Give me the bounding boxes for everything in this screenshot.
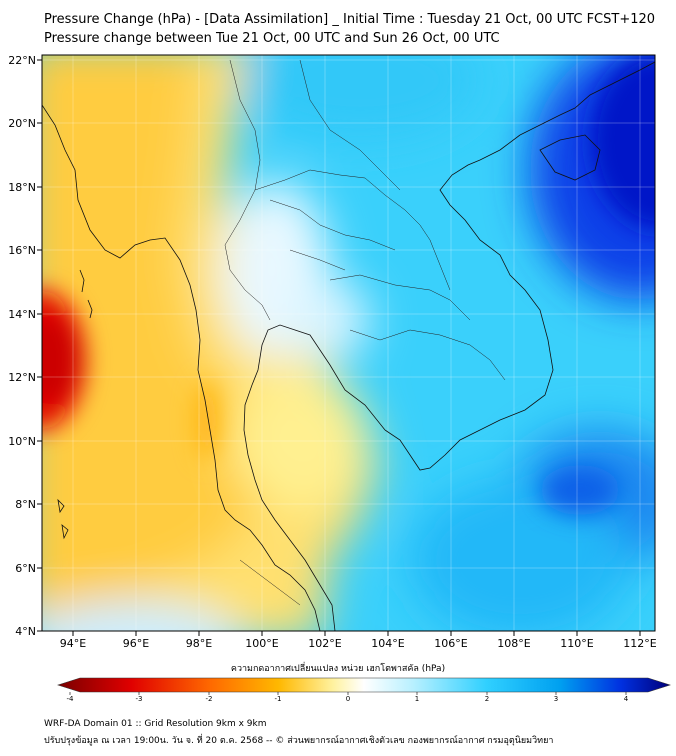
- y-tick-label: 6°N: [15, 562, 36, 575]
- x-tick-label: 108°E: [497, 637, 530, 650]
- y-axis-ticks: 22°N 20°N 18°N 16°N 14°N 12°N 10°N 8°N 6…: [8, 54, 42, 638]
- pressure-field: [42, 55, 655, 631]
- graticule: [42, 55, 655, 631]
- x-tick-label: 106°E: [434, 637, 467, 650]
- x-tick-label: 100°E: [245, 637, 278, 650]
- map-frame: [41, 54, 656, 632]
- y-tick-label: 20°N: [8, 117, 36, 130]
- colorbar-tick-label: -4: [67, 695, 75, 703]
- colorbar-tick-label: 2: [485, 695, 489, 703]
- colorbar-tick-label: 1: [415, 695, 419, 703]
- y-tick-label: 10°N: [8, 435, 36, 448]
- colorbar-tick-label: -3: [136, 695, 143, 703]
- x-tick-label: 112°E: [623, 637, 656, 650]
- coastlines: [42, 61, 655, 631]
- footer-credit: ปรับปรุงข้อมูล ณ เวลา 19:00น. วัน จ. ที่…: [44, 736, 554, 746]
- colorbar-tick-label: -1: [275, 695, 282, 703]
- y-tick-label: 8°N: [15, 498, 36, 511]
- x-tick-label: 96°E: [123, 637, 149, 650]
- y-tick-label: 18°N: [8, 181, 36, 194]
- colorbar-title: ความกดอากาศเปลี่ยนแปลง หน่วย เฮกโตพาสคัล…: [230, 664, 446, 674]
- x-tick-label: 102°E: [308, 637, 341, 650]
- map-title: Pressure Change (hPa) - [Data Assimilati…: [44, 12, 656, 27]
- map-subtitle: Pressure change between Tue 21 Oct, 00 U…: [44, 31, 500, 46]
- colorbar-tick-label: 3: [554, 695, 558, 703]
- colorbar-bar: [57, 677, 671, 693]
- footer-model-info: WRF-DA Domain 01 :: Grid Resolution 9km …: [44, 719, 267, 729]
- colorbar-ticks: -4 -3 -2 -1 0 1 2 3 4: [67, 692, 629, 703]
- x-tick-label: 110°E: [560, 637, 593, 650]
- y-tick-label: 22°N: [8, 54, 36, 67]
- colorbar: -4 -3 -2 -1 0 1 2 3 4: [57, 677, 671, 703]
- colorbar-tick-label: 4: [624, 695, 629, 703]
- x-tick-label: 104°E: [371, 637, 404, 650]
- country-borders: [224, 59, 506, 606]
- colorbar-tick-label: -2: [206, 695, 213, 703]
- x-axis-ticks: 94°E 96°E 98°E 100°E 102°E 104°E 106°E 1…: [60, 631, 657, 650]
- y-tick-label: 14°N: [8, 308, 36, 321]
- x-tick-label: 98°E: [186, 637, 212, 650]
- y-tick-label: 12°N: [8, 371, 36, 384]
- x-tick-label: 94°E: [60, 637, 86, 650]
- colorbar-tick-label: 0: [346, 695, 350, 703]
- y-tick-label: 4°N: [15, 625, 36, 638]
- y-tick-label: 16°N: [8, 244, 36, 257]
